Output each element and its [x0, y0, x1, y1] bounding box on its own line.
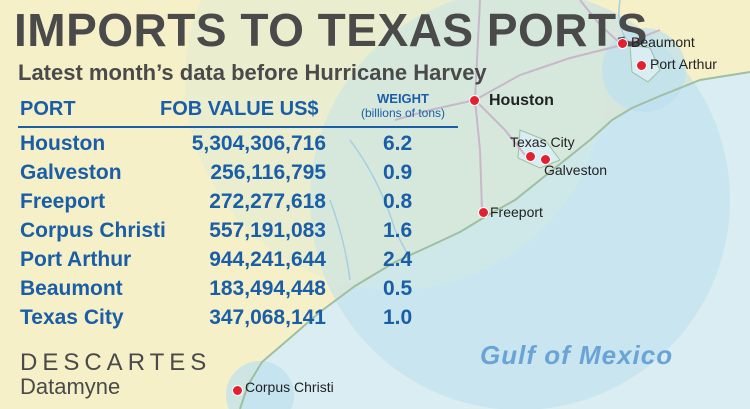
gulf-of-mexico-label: Gulf of Mexico	[480, 340, 674, 370]
beaumont-marker	[617, 38, 628, 49]
fob-value: 944,241,644	[209, 248, 326, 271]
houston-marker	[469, 95, 480, 106]
city-label-houston: Houston	[489, 92, 554, 109]
city-label-port-arthur: Port Arthur	[650, 56, 717, 72]
port-name: Freeport	[20, 190, 106, 213]
texas-city-marker	[525, 151, 536, 162]
fob-value: 272,277,618	[209, 190, 326, 213]
table-row: Galveston 256,116,795 0.9	[0, 159, 470, 188]
weight-value: 1.6	[383, 219, 413, 242]
page-subtitle: Latest month’s data before Hurricane Har…	[18, 60, 487, 85]
corpus-christi-marker	[232, 385, 243, 396]
city-label-beaumont: Beaumont	[631, 34, 695, 50]
port-name: Port Arthur	[20, 248, 132, 271]
fob-value: 347,068,141	[209, 306, 326, 329]
table-row: Texas City 347,068,141 1.0	[0, 304, 470, 333]
port-name: Galveston	[20, 161, 122, 184]
port-arthur-marker	[636, 60, 647, 71]
weight-value: 1.0	[383, 306, 413, 329]
weight-value: 2.4	[383, 248, 413, 271]
weight-value: 6.2	[383, 132, 413, 155]
table-row: Freeport 272,277,618 0.8	[0, 188, 470, 217]
city-label-corpus-christi: Corpus Christi	[245, 379, 334, 395]
fob-value: 557,191,083	[209, 219, 326, 242]
table-row: Houston 5,304,306,716 6.2	[0, 130, 470, 159]
brand-logo-datamyne: Datamyne	[20, 374, 121, 399]
freeport-marker	[478, 207, 489, 218]
port-name: Corpus Christi	[20, 219, 166, 242]
brand-logo-descartes: DESCARTES	[20, 349, 212, 376]
port-name: Texas City	[20, 306, 124, 329]
fob-value: 183,494,448	[209, 277, 326, 300]
column-header-port: PORT	[20, 98, 76, 120]
galveston-marker	[540, 154, 551, 165]
city-label-galveston: Galveston	[544, 162, 608, 178]
fob-value: 5,304,306,716	[191, 132, 326, 155]
city-label-freeport: Freeport	[490, 204, 543, 220]
city-label-texas-city: Texas City	[510, 134, 575, 150]
column-header-weight-unit: (billions of tons)	[360, 106, 446, 120]
weight-value: 0.5	[383, 277, 413, 300]
port-name: Houston	[20, 132, 106, 155]
table-row: Port Arthur 944,241,644 2.4	[0, 246, 470, 275]
page-title: IMPORTS TO TEXAS PORTS	[14, 4, 648, 56]
column-header-weight: WEIGHT (billions of tons)	[345, 91, 461, 121]
port-name: Beaumont	[20, 277, 123, 300]
weight-value: 0.8	[383, 190, 413, 213]
table-row: Corpus Christi 557,191,083 1.6	[0, 217, 470, 246]
table-row: Beaumont 183,494,448 0.5	[0, 275, 470, 304]
column-header-weight-label: WEIGHT	[377, 91, 429, 106]
weight-value: 0.9	[383, 161, 413, 184]
fob-value: 256,116,795	[210, 161, 326, 184]
column-header-value: FOB VALUE US$	[160, 98, 319, 120]
header-divider	[18, 126, 458, 128]
